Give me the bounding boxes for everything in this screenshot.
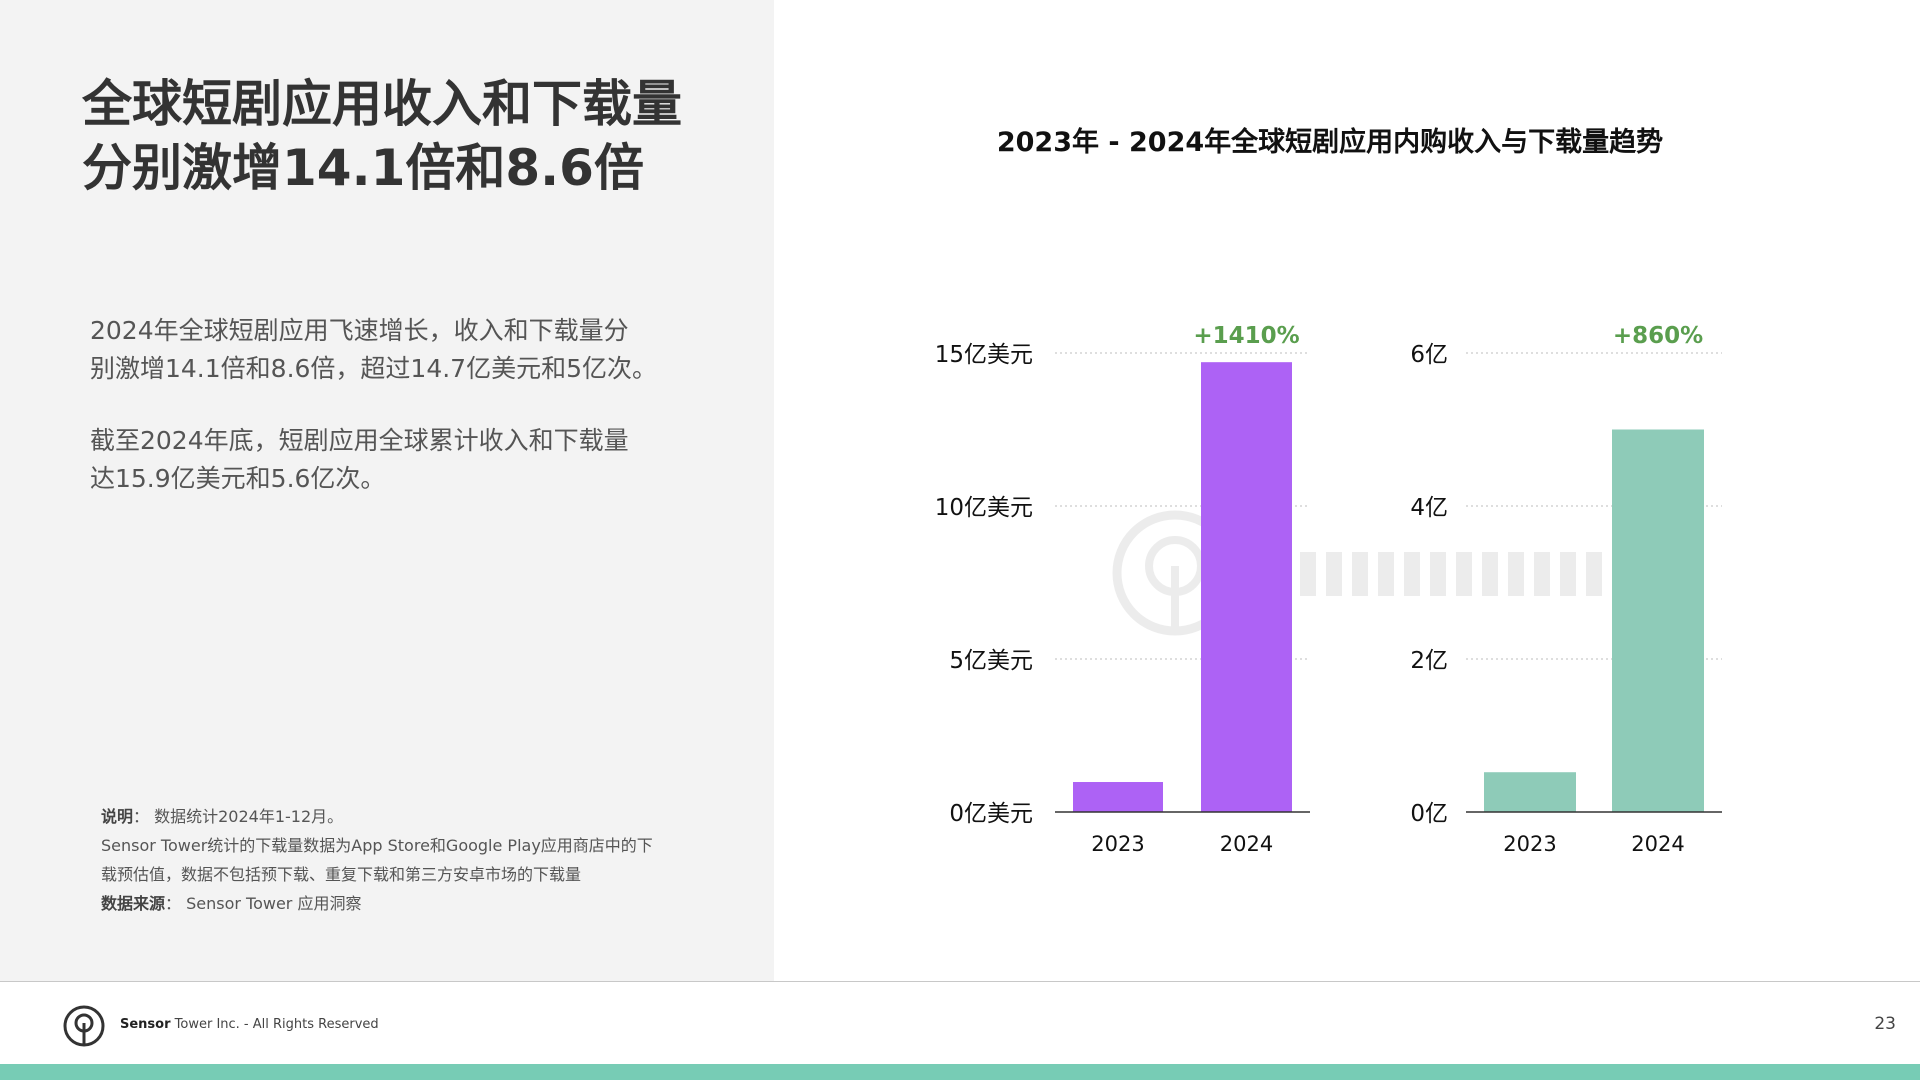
- page-title-line-1: 全球短剧应用收入和下载量: [82, 75, 682, 133]
- summary-paragraph-1-line-2: 别激增14.1倍和8.6倍，超过14.7亿美元和5亿次。: [90, 354, 657, 383]
- downloads-y-tick-label: 4亿: [1410, 495, 1448, 521]
- page-number: 23: [1874, 1014, 1896, 1034]
- revenue-bar-2023: [1073, 782, 1163, 812]
- watermark-wordmark-icon: [1248, 552, 1602, 596]
- footer-rights: Tower Inc. - All Rights Reserved: [170, 1017, 379, 1032]
- note-text: ： 数据统计2024年1-12月。: [133, 807, 344, 826]
- downloads-y-tick-label: 0亿: [1410, 801, 1448, 827]
- source-label: 数据来源: [101, 894, 166, 913]
- revenue-y-tick-label: 15亿美元: [935, 342, 1033, 368]
- summary-paragraph-1: 2024年全球短剧应用飞速增长，收入和下载量分 别激增14.1倍和8.6倍，超过…: [90, 312, 690, 388]
- charts-svg: 0亿美元 5亿美元 10亿美元 15亿美元 2023 2024 +1410% 0亿 2亿 4亿 6…: [935, 323, 1722, 856]
- notes-block: 说明： 数据统计2024年1-12月。 Sensor Tower统计的下载量数据…: [101, 802, 701, 918]
- downloads-growth-label: +860%: [1613, 323, 1703, 349]
- note-download-line-1: Sensor Tower统计的下载量数据为App Store和Google Pl…: [101, 836, 653, 855]
- summary-paragraph-2-line-1: 截至2024年底，短剧应用全球累计收入和下载量: [90, 426, 629, 455]
- downloads-x-tick-label: 2023: [1503, 832, 1556, 856]
- source-text: ： Sensor Tower 应用洞察: [165, 894, 362, 913]
- watermark: [1112, 510, 1602, 636]
- note-label: 说明: [101, 807, 134, 826]
- revenue-growth-label: +1410%: [1193, 323, 1299, 349]
- note-line: 说明： 数据统计2024年1-12月。: [101, 802, 701, 831]
- revenue-bar-2024: [1201, 362, 1292, 812]
- revenue-y-tick-label: 0亿美元: [949, 801, 1033, 827]
- page-title: 全球短剧应用收入和下载量 分别激增14.1倍和8.6倍: [82, 72, 722, 200]
- summary-paragraph-2-line-2: 达15.9亿美元和5.6亿次。: [90, 464, 386, 493]
- downloads-bar-2024: [1612, 429, 1704, 812]
- footer-divider: [0, 981, 1920, 982]
- revenue-x-tick-label: 2023: [1091, 832, 1144, 856]
- summary-paragraph-1-line-1: 2024年全球短剧应用飞速增长，收入和下载量分: [90, 316, 629, 345]
- page-title-line-2: 分别激增14.1倍和8.6倍: [82, 139, 644, 197]
- revenue-x-tick-label: 2024: [1220, 832, 1273, 856]
- footer-brand: Sensor: [120, 1017, 171, 1032]
- downloads-x-tick-label: 2024: [1631, 832, 1684, 856]
- summary-paragraph-2: 截至2024年底，短剧应用全球累计收入和下载量 达15.9亿美元和5.6亿次。: [90, 422, 690, 498]
- chart-title: 2023年 - 2024年全球短剧应用内购收入与下载量趋势: [996, 127, 1664, 158]
- bottom-accent-bar: [0, 1064, 1920, 1080]
- note-download-line-2: 载预估值，数据不包括预下载、重复下载和第三方安卓市场的下载量: [101, 865, 582, 884]
- downloads-y-tick-label: 6亿: [1410, 342, 1448, 368]
- downloads-chart: 0亿 2亿 4亿 6亿 2023 2024 +860%: [1410, 323, 1722, 856]
- revenue-y-tick-label: 5亿美元: [949, 648, 1033, 674]
- downloads-bar-2023: [1484, 772, 1576, 812]
- sensor-tower-logo-icon: [63, 1005, 105, 1047]
- source-line: 数据来源： Sensor Tower 应用洞察: [101, 889, 701, 918]
- downloads-y-tick-label: 2亿: [1410, 648, 1448, 674]
- footer-copyright: Sensor Tower Inc. - All Rights Reserved: [120, 1017, 379, 1032]
- revenue-chart: 0亿美元 5亿美元 10亿美元 15亿美元 2023 2024 +1410%: [935, 323, 1310, 856]
- left-panel: [0, 0, 774, 981]
- revenue-y-tick-label: 10亿美元: [935, 495, 1033, 521]
